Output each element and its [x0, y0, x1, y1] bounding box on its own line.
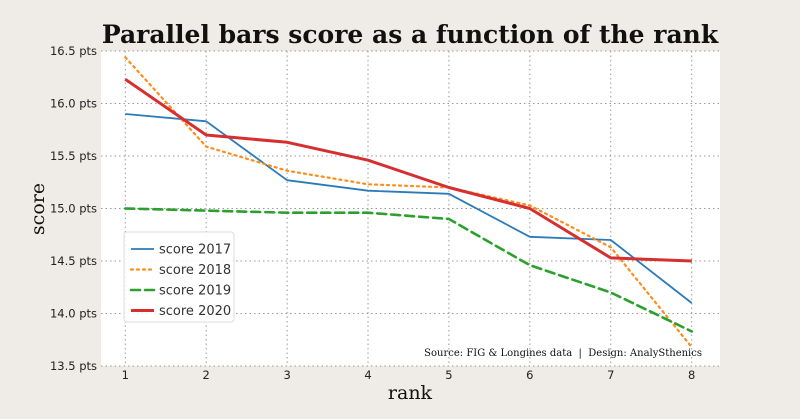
ticks: 1 2 3 4 5 6 7 8 13.5 pts 14.0 pts 14.5 pts 15.0 pts… — [50, 44, 695, 382]
series-line-score-2018 — [124, 56, 693, 349]
y-tick-label: 16.0 pts — [50, 97, 97, 111]
series-layer — [124, 56, 694, 349]
legend-label: score 2020 — [159, 304, 231, 319]
y-axis-label: score — [27, 183, 49, 235]
chart-title: Parallel bars score as a function of the… — [102, 20, 719, 49]
series-line-score-2017 — [125, 113, 693, 304]
series-line-score-2019 — [124, 207, 694, 333]
y-tick-label: 15.5 pts — [50, 149, 97, 163]
legend-label: score 2018 — [159, 263, 231, 278]
series-line-score-2020 — [124, 78, 692, 263]
y-tick-label: 15.0 pts — [50, 202, 97, 216]
legend: score 2017 score 2018 score 2019 score 2020 — [123, 231, 235, 323]
y-tick-label: 14.5 pts — [50, 254, 97, 268]
x-tick-label: 6 — [526, 368, 533, 382]
x-tick-label: 1 — [122, 368, 129, 382]
x-tick-label: 2 — [203, 368, 210, 382]
x-tick-label: 8 — [688, 368, 695, 382]
y-tick-label: 14.0 pts — [50, 307, 97, 321]
legend-label: score 2019 — [159, 284, 231, 299]
legend-label: score 2017 — [159, 243, 231, 258]
legend-box — [123, 231, 235, 323]
x-tick-label: 5 — [445, 368, 452, 382]
x-tick-label: 3 — [283, 368, 290, 382]
y-tick-label: 13.5 pts — [50, 359, 97, 373]
x-axis-label: rank — [388, 382, 433, 404]
x-tick-label: 4 — [364, 368, 371, 382]
x-tick-label: 7 — [607, 368, 614, 382]
y-tick-label: 16.5 pts — [50, 44, 97, 58]
source-note: Source: FIG & Longines data | Design: An… — [424, 348, 702, 359]
